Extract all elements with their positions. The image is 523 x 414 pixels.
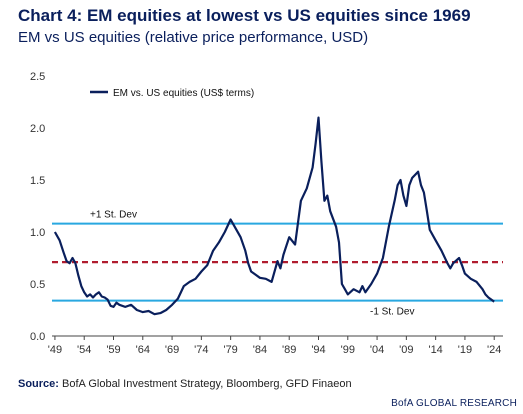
y-tick-label: 0.5 [30, 279, 45, 291]
source-text: BofA Global Investment Strategy, Bloombe… [62, 378, 352, 390]
x-tick-label: '99 [341, 344, 355, 356]
x-tick-label: '04 [370, 344, 384, 356]
x-tick-label: '14 [428, 344, 442, 356]
chart-title: Chart 4: EM equities at lowest vs US equ… [18, 6, 471, 25]
x-tick-label: '84 [253, 344, 267, 356]
y-tick-label: 2.5 [30, 71, 45, 83]
y-tick-label: 2.0 [30, 123, 45, 135]
x-tick-label: '79 [223, 344, 237, 356]
x-axis-ticks: '49 '54 '59 '64 '69 '74 '79 '84 '89 '94 '99 '04 '09 '… [48, 336, 501, 356]
x-tick-label: '89 [282, 344, 296, 356]
source-label: Source: [18, 378, 59, 390]
legend: EM vs. US equities (US$ terms) [90, 88, 254, 99]
chart-subtitle: EM vs US equities (relative price perfor… [18, 29, 369, 46]
legend-label: EM vs. US equities (US$ terms) [113, 88, 254, 99]
x-tick-label: '24 [487, 344, 501, 356]
x-tick-label: '09 [399, 344, 413, 356]
x-tick-label: '54 [77, 344, 91, 356]
x-tick-label: '74 [194, 344, 208, 356]
minus-std-dev-label: -1 St. Dev [370, 307, 414, 318]
x-tick-label: '64 [136, 344, 150, 356]
x-tick-label: '69 [165, 344, 179, 356]
x-tick-label: '49 [48, 344, 62, 356]
source-note: Source: BofA Global Investment Strategy,… [18, 378, 352, 390]
line-chart: 0.0 0.5 1.0 1.5 2.0 2.5 '49 '54 '59 '64 '69 '74 '79… [30, 71, 503, 356]
series-line-em-vs-us [53, 116, 495, 316]
y-axis-ticks: 0.0 0.5 1.0 1.5 2.0 2.5 [30, 71, 45, 343]
reference-line-labels: +1 St. Dev -1 St. Dev [90, 210, 414, 318]
x-tick-label: '94 [311, 344, 325, 356]
brand-footer: BofA GLOBAL RESEARCH [391, 398, 517, 409]
y-tick-label: 1.0 [30, 227, 45, 239]
x-tick-label: '59 [106, 344, 120, 356]
plus-std-dev-label: +1 St. Dev [90, 210, 137, 221]
y-tick-label: 0.0 [30, 331, 45, 343]
y-tick-label: 1.5 [30, 175, 45, 187]
x-tick-label: '19 [458, 344, 472, 356]
